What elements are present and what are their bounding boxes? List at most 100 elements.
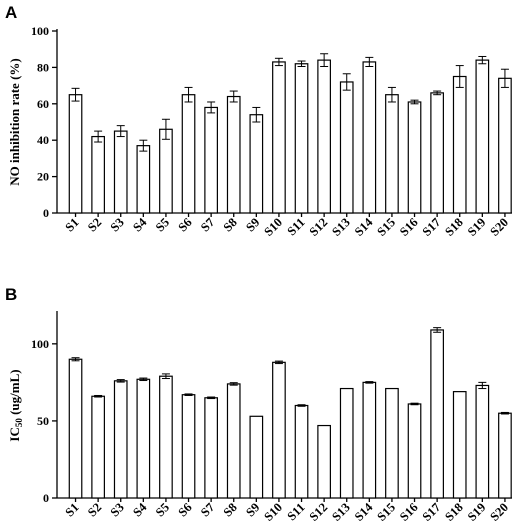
error-bar-s13 <box>342 73 351 91</box>
panel-label: B <box>5 285 17 304</box>
x-tick-label-s15: S15 <box>374 500 398 524</box>
x-tick-label-s5: S5 <box>153 215 172 234</box>
panel-b: B IC50 (ug/mL) 0 50 100 S1 S2 S3 S4 S5 S6 S7 S8 S9S10… <box>5 285 512 524</box>
error-bar-s10 <box>274 57 283 67</box>
error-bar-s5 <box>161 118 170 140</box>
x-tick-label-s18: S18 <box>442 500 466 524</box>
error-bar-s9 <box>252 106 261 123</box>
y-tick-label: 80 <box>37 60 49 74</box>
bar-s9 <box>249 415 264 499</box>
bar-s10 <box>272 61 286 214</box>
x-tick-label-s9: S9 <box>243 215 262 234</box>
x-tick-label-s11: S11 <box>284 500 307 523</box>
x-tick-label-s16: S16 <box>397 215 421 239</box>
x-tick-label-s1: S1 <box>62 215 81 234</box>
error-bar-s2 <box>94 394 103 398</box>
bar-s11 <box>294 63 309 214</box>
x-tick-label-s1: S1 <box>62 500 81 519</box>
x-tick-label-s3: S3 <box>108 215 127 234</box>
y-tick-label: 100 <box>31 337 49 351</box>
error-bar-s14 <box>365 381 374 384</box>
x-tick-label-s12: S12 <box>307 215 331 239</box>
bar-s19 <box>475 384 490 499</box>
y-tick-label: 0 <box>43 491 49 505</box>
bar-s10 <box>272 361 286 499</box>
x-tick-label-s8: S8 <box>221 215 240 234</box>
bar-s6 <box>181 94 196 214</box>
bar-s17 <box>430 92 444 214</box>
x-tick-label-s11: S11 <box>284 215 307 238</box>
bar-s14 <box>362 381 377 499</box>
x-tick-label-s15: S15 <box>374 215 398 239</box>
x-tick-label-s17: S17 <box>420 500 444 524</box>
bar-s17 <box>430 329 444 499</box>
bar-s7 <box>204 397 218 499</box>
error-bar-s19 <box>478 55 487 65</box>
x-tick-label-s9: S9 <box>243 500 262 519</box>
x-tick-label-s20: S20 <box>487 500 511 524</box>
x-tick-label-s7: S7 <box>198 500 217 519</box>
bar-s19 <box>475 59 490 214</box>
error-bar-s3 <box>116 125 125 138</box>
bar-s14 <box>362 61 377 214</box>
y-axis-title: NO inhibition rate (%) <box>7 58 22 185</box>
error-bar-s4 <box>139 377 148 382</box>
error-bar-s4 <box>139 139 148 152</box>
error-bar-s10 <box>274 360 283 365</box>
x-tick-label-s5: S5 <box>153 500 172 519</box>
x-tick-label-s4: S4 <box>130 500 150 520</box>
x-tick-label-s16: S16 <box>397 500 421 524</box>
error-bar-s20 <box>500 68 509 88</box>
error-bar-s18 <box>455 65 464 88</box>
x-tick-label-s7: S7 <box>198 215 217 234</box>
error-bar-s16 <box>410 402 419 406</box>
x-tick-label-s17: S17 <box>420 215 444 239</box>
x-tick-label-s14: S14 <box>352 215 376 239</box>
y-tick-label: 20 <box>37 170 49 184</box>
bar-s15 <box>385 387 399 499</box>
y-tick-label: 0 <box>43 206 49 220</box>
error-bar-s5 <box>161 373 170 380</box>
x-tick-label-s13: S13 <box>329 500 353 524</box>
error-bar-s7 <box>207 101 216 114</box>
bar-s6 <box>181 394 196 499</box>
error-bar-s8 <box>229 382 238 386</box>
y-tick-label: 60 <box>37 97 49 111</box>
x-tick-label-s13: S13 <box>329 215 353 239</box>
x-tick-label-s6: S6 <box>175 215 194 234</box>
bar-s3 <box>113 130 128 214</box>
error-bar-s17 <box>433 327 442 333</box>
x-tick-label-s8: S8 <box>221 500 240 519</box>
bar-s1 <box>68 94 83 214</box>
x-tick-label-s10: S10 <box>261 500 285 524</box>
bar-s2 <box>91 395 105 499</box>
panel-label: A <box>5 3 17 22</box>
error-bar-s11 <box>297 404 306 407</box>
bar-s18 <box>452 75 467 214</box>
bar-s13 <box>339 387 354 499</box>
x-tick-label-s4: S4 <box>130 215 150 235</box>
x-tick-label-s3: S3 <box>108 500 127 519</box>
error-bar-s1 <box>71 87 80 102</box>
x-tick-label-s14: S14 <box>352 500 376 524</box>
bar-s20 <box>498 412 512 499</box>
x-tick-label-s6: S6 <box>175 500 194 519</box>
error-bar-s14 <box>365 56 374 67</box>
error-bar-s16 <box>410 99 419 105</box>
x-tick-label-s19: S19 <box>465 500 489 524</box>
error-bar-s3 <box>116 379 125 383</box>
bar-s13 <box>339 81 354 214</box>
x-tick-label-s12: S12 <box>307 500 331 524</box>
error-bar-s6 <box>184 393 193 396</box>
bar-s15 <box>385 94 399 214</box>
bar-s8 <box>226 383 241 499</box>
bar-s11 <box>294 404 309 499</box>
y-tick-label: 40 <box>37 133 49 147</box>
bar-s1 <box>68 358 83 499</box>
error-bar-s1 <box>71 357 80 362</box>
bar-s7 <box>204 106 218 214</box>
error-bar-s11 <box>297 60 306 67</box>
error-bar-s8 <box>229 90 238 103</box>
